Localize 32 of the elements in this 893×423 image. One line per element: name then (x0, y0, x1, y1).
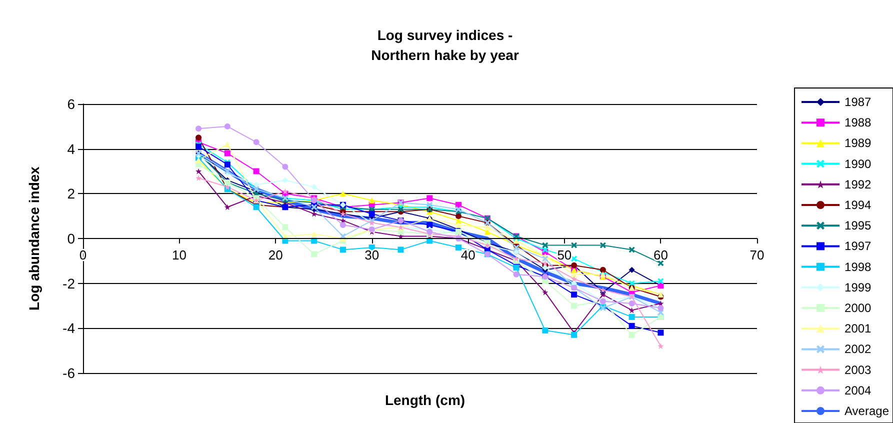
legend-label: Average (844, 404, 890, 418)
x-tick-label: 10 (172, 248, 187, 262)
chart-title: Log survey indices - Northern hake by year (371, 27, 520, 63)
legend-label: 2003 (844, 362, 872, 377)
legend-label: 2000 (844, 301, 872, 315)
legend-label: 1999 (844, 280, 872, 294)
y-tick-label: -6 (62, 365, 76, 381)
legend-label: 2002 (844, 342, 872, 356)
legend-label: 1988 (844, 116, 872, 130)
legend-label: 1990 (844, 156, 872, 171)
x-tick-label: 20 (268, 248, 283, 262)
legend-label: 1994 (844, 198, 872, 212)
y-tick-label: -4 (62, 320, 76, 336)
x-tick-label: 30 (364, 248, 380, 262)
legend-label: 2001 (844, 322, 872, 336)
legend-label: 1995 (844, 218, 872, 233)
x-tick-label: 60 (653, 248, 668, 262)
x-axis-title: Length (cm) (384, 392, 466, 408)
legend-label: 1989 (844, 136, 872, 150)
y-axis-title: Log abundance index (26, 166, 42, 310)
x-tick-label: 70 (750, 248, 764, 262)
y-tick-label: -2 (62, 275, 76, 292)
legend-label: 1998 (844, 260, 872, 274)
legend-label: 2004 (844, 383, 872, 398)
y-tick-label: 0 (67, 230, 76, 246)
legend-label: 1992 (844, 177, 872, 192)
y-tick-label: 6 (67, 96, 76, 112)
x-tick-label: 40 (460, 248, 476, 262)
y-tick-label: 4 (67, 140, 76, 157)
legend-label: 1987 (844, 95, 872, 109)
legend-label: 1997 (844, 239, 872, 254)
y-tick-label: 2 (67, 186, 76, 202)
